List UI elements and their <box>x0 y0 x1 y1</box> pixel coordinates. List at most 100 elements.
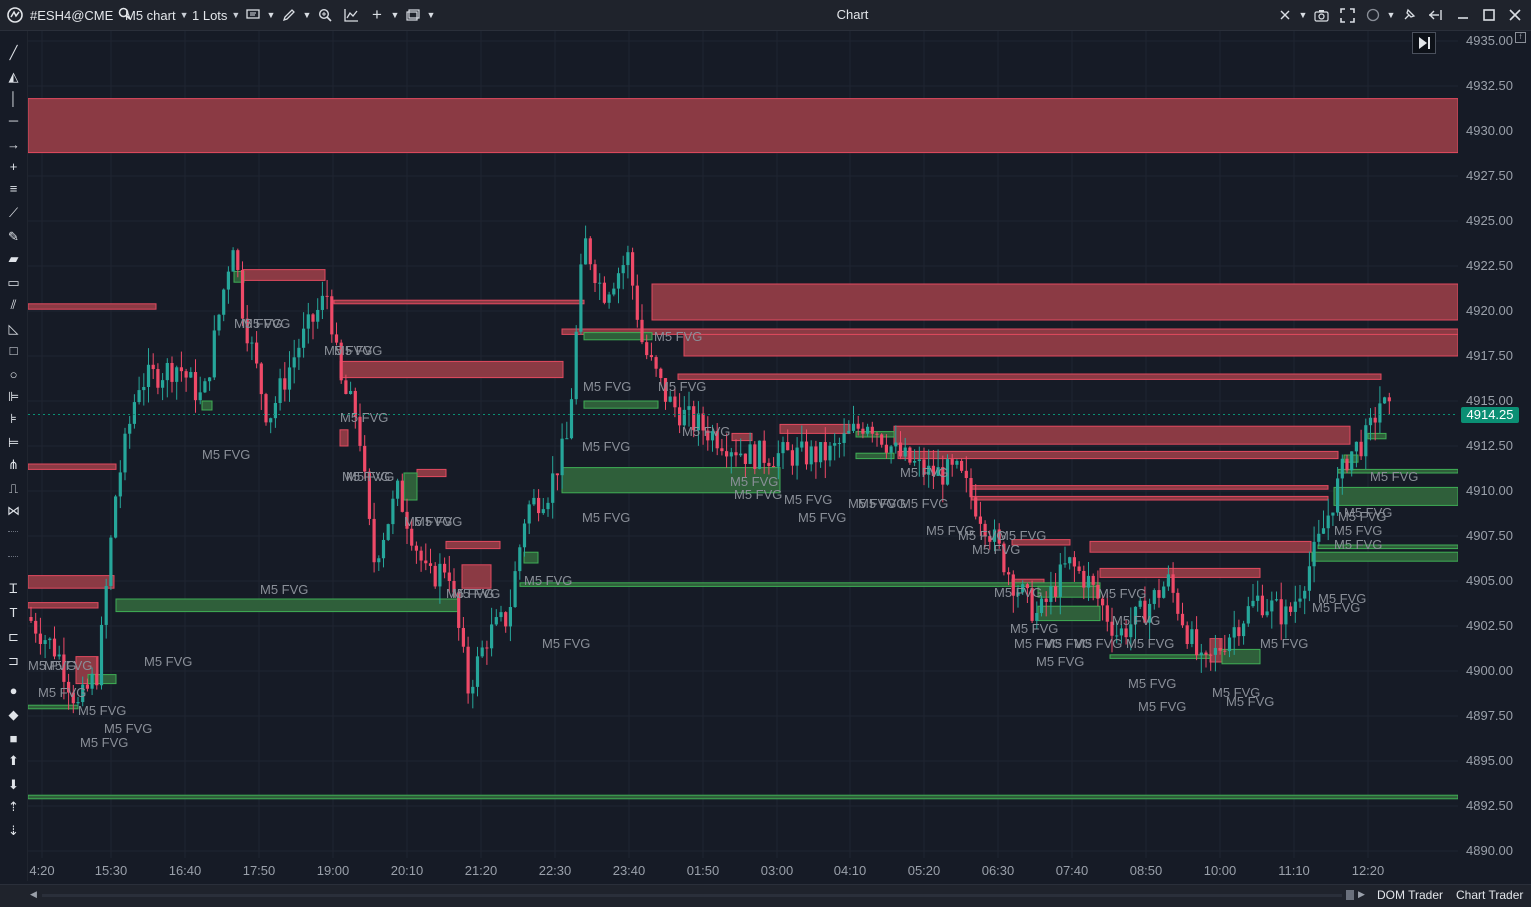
chevron-down-icon[interactable]: ▼ <box>266 10 276 20</box>
dot-icon[interactable]: ● <box>9 683 18 698</box>
bullish-fvg-zone <box>1037 605 1101 622</box>
text-icon[interactable]: T <box>9 605 18 620</box>
bullish-candle <box>1148 603 1152 623</box>
line-icon[interactable]: ╱ <box>9 44 18 60</box>
pattern-icon[interactable]: ⋈ <box>7 502 20 518</box>
scrollbar-thumb[interactable] <box>1346 890 1354 900</box>
scale-mode-icon[interactable]: f <box>1515 32 1526 43</box>
sort-down-icon[interactable]: ⇣ <box>8 822 19 838</box>
price-tick-label: 4902.50 <box>1466 618 1513 633</box>
chevron-down-icon[interactable]: ▼ <box>390 10 400 20</box>
dom-trader-tab[interactable]: DOM Trader <box>1377 888 1444 902</box>
callout-icon[interactable]: ⊐ <box>8 652 19 668</box>
chart-trader-tab[interactable]: Chart Trader <box>1456 888 1524 902</box>
chart-template-dropdown[interactable]: M5 chart ▼ <box>125 0 189 30</box>
scroll-right-icon[interactable]: ▶ <box>1358 889 1365 899</box>
link-off-icon[interactable] <box>1276 6 1294 24</box>
draw-pencil-icon[interactable] <box>280 6 298 24</box>
dock-icon[interactable] <box>1426 6 1444 24</box>
bar-type-icon[interactable] <box>244 6 262 24</box>
ray-icon[interactable]: ◭ <box>8 68 19 84</box>
bullish-fvg-zone <box>855 431 895 438</box>
pitchfork-icon[interactable]: ⋔ <box>8 456 19 472</box>
arrow-up-icon[interactable]: ⬆ <box>8 752 19 768</box>
lots-dropdown[interactable]: 1 Lots ▼ <box>192 0 240 30</box>
square-icon[interactable]: ■ <box>9 731 18 746</box>
bearish-candle <box>1237 627 1241 637</box>
fib-ext-icon[interactable]: ⊧ <box>10 410 17 426</box>
chevron-down-icon[interactable]: ▼ <box>426 10 436 20</box>
bearish-candle <box>804 441 809 465</box>
label-icon[interactable]: ⊏ <box>8 628 19 644</box>
fvg-label: M5 FVG <box>972 542 1020 557</box>
close-icon[interactable] <box>1506 6 1524 24</box>
gann-icon[interactable]: ⊨ <box>7 434 20 450</box>
bearish-candle <box>443 563 447 573</box>
bullish-candle <box>551 473 555 503</box>
camera-icon[interactable] <box>1312 6 1330 24</box>
fvg-label: M5 FVG <box>78 703 126 718</box>
add-icon[interactable]: + <box>372 5 382 24</box>
chevron-down-icon[interactable]: ▼ <box>1386 10 1396 20</box>
brush-icon[interactable]: ✎ <box>8 228 19 244</box>
bearish-candle <box>960 460 964 471</box>
polyline-icon[interactable]: ⟋ <box>8 204 19 220</box>
hlines-icon[interactable]: ≡ <box>9 181 18 196</box>
circle-icon[interactable]: ○ <box>9 367 18 382</box>
search-icon[interactable] <box>118 7 131 23</box>
price-axis[interactable]: 4935.00 4932.50 4930.00 4927.50 4925.00 4922.… <box>1458 31 1531 861</box>
vertical-line-icon[interactable]: │ <box>9 91 18 106</box>
pin-icon[interactable] <box>1400 6 1418 24</box>
bearish-candle <box>588 238 592 265</box>
diamond-icon[interactable]: ◆ <box>8 706 19 722</box>
crosshair-icon[interactable]: + <box>9 159 18 174</box>
chevron-down-icon[interactable]: ▼ <box>1298 10 1308 20</box>
bearish-candle <box>772 465 776 467</box>
fvg-label: M5 FVG <box>1312 600 1360 615</box>
parallel-icon[interactable]: ⫽ <box>10 296 17 312</box>
price-chart[interactable]: M5 FVG M5 FVG M5 FVG M5 FVG M5 FVG M5 FVG M5 F… <box>28 31 1458 858</box>
maximize-icon[interactable] <box>1480 6 1498 24</box>
bearish-fvg-zone <box>731 432 753 442</box>
rectangle-icon[interactable]: □ <box>9 343 18 358</box>
ruler-icon[interactable]: ▭ <box>7 274 20 290</box>
collapse-panel-button[interactable] <box>1412 32 1436 54</box>
time-axis[interactable]: 4:20 15:30 16:40 17:50 19:00 20:10 21:20 22:30 2… <box>28 858 1458 884</box>
bullish-candle <box>851 423 856 431</box>
bearish-candle <box>969 478 973 498</box>
zoom-icon[interactable] <box>316 6 334 24</box>
minimize-icon[interactable] <box>1454 6 1472 24</box>
triangle-icon[interactable]: ◺ <box>8 320 19 336</box>
scroll-left-icon[interactable]: ◀ <box>30 889 37 899</box>
instrument-selector[interactable]: #ESH4@CME <box>30 0 131 30</box>
bearish-fvg-zone <box>445 540 501 550</box>
theme-circle-icon[interactable] <box>1364 6 1382 24</box>
sort-up-icon[interactable]: ⇡ <box>8 798 19 814</box>
bearish-candle <box>1289 606 1293 612</box>
arrow-icon[interactable]: → <box>7 137 20 152</box>
bullish-candle <box>203 381 207 393</box>
fvg-label: M5 FVG <box>1138 699 1186 714</box>
text-style-icon[interactable]: Ꮖ <box>9 580 18 596</box>
bearish-candle <box>964 470 968 479</box>
chevron-down-icon[interactable]: ▼ <box>302 10 312 20</box>
fib-icon[interactable]: ⊫ <box>7 388 20 404</box>
bullish-candle <box>1242 623 1246 637</box>
indicators-icon[interactable] <box>342 6 360 24</box>
skip-forward-icon <box>1419 37 1430 49</box>
windows-icon[interactable] <box>404 6 422 24</box>
fvg-label: M5 FVG <box>452 586 500 601</box>
fullscreen-icon[interactable] <box>1338 6 1356 24</box>
bullish-fvg-zone <box>28 794 1458 800</box>
highlighter-icon[interactable]: ▰ <box>8 250 19 266</box>
price-tick-label: 4915.00 <box>1466 393 1513 408</box>
fvg-label: M5 FVG <box>1074 636 1122 651</box>
bearish-candle <box>734 452 738 456</box>
bullish-candle <box>104 586 108 625</box>
path-icon[interactable]: ⎍ <box>8 480 19 496</box>
arrow-down-icon[interactable]: ⬇ <box>8 776 19 792</box>
bullish-candle <box>137 390 141 403</box>
horizontal-line-icon[interactable]: ─ <box>8 113 19 128</box>
horizontal-scrollbar[interactable] <box>42 894 1342 897</box>
